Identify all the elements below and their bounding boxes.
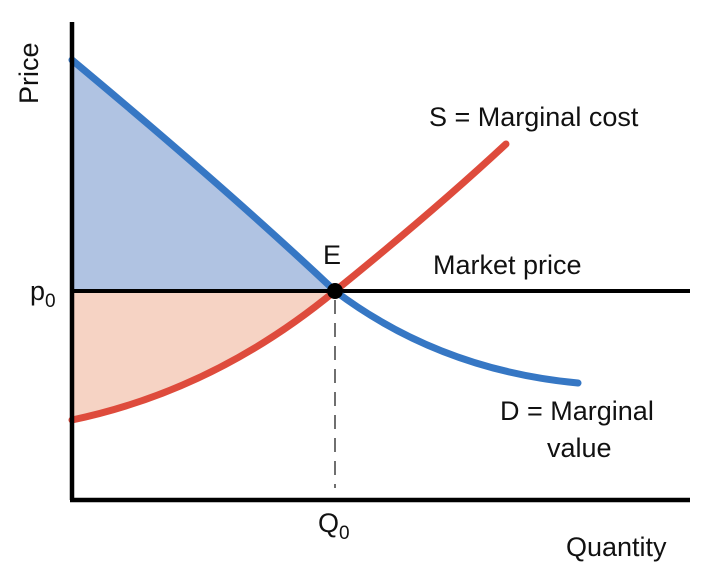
equilibrium-point <box>327 283 343 299</box>
x-tick-q0: Q0 <box>318 508 350 544</box>
producer-surplus-area <box>72 291 335 420</box>
market-price-label: Market price <box>433 250 582 280</box>
x-tick-subscript: 0 <box>339 523 350 544</box>
x-axis-label: Quantity <box>566 532 667 562</box>
y-tick-p0: p0 <box>30 276 56 312</box>
demand-curve-label-line2: value <box>547 433 612 463</box>
equilibrium-label: E <box>323 240 341 270</box>
y-tick-subscript: 0 <box>45 291 56 312</box>
y-tick-base: p <box>30 276 45 306</box>
supply-curve-label: S = Marginal cost <box>429 102 639 132</box>
demand-curve-label-line1: D = Marginal <box>500 396 654 426</box>
y-axis-label: Price <box>14 42 44 104</box>
x-tick-base: Q <box>318 508 339 538</box>
